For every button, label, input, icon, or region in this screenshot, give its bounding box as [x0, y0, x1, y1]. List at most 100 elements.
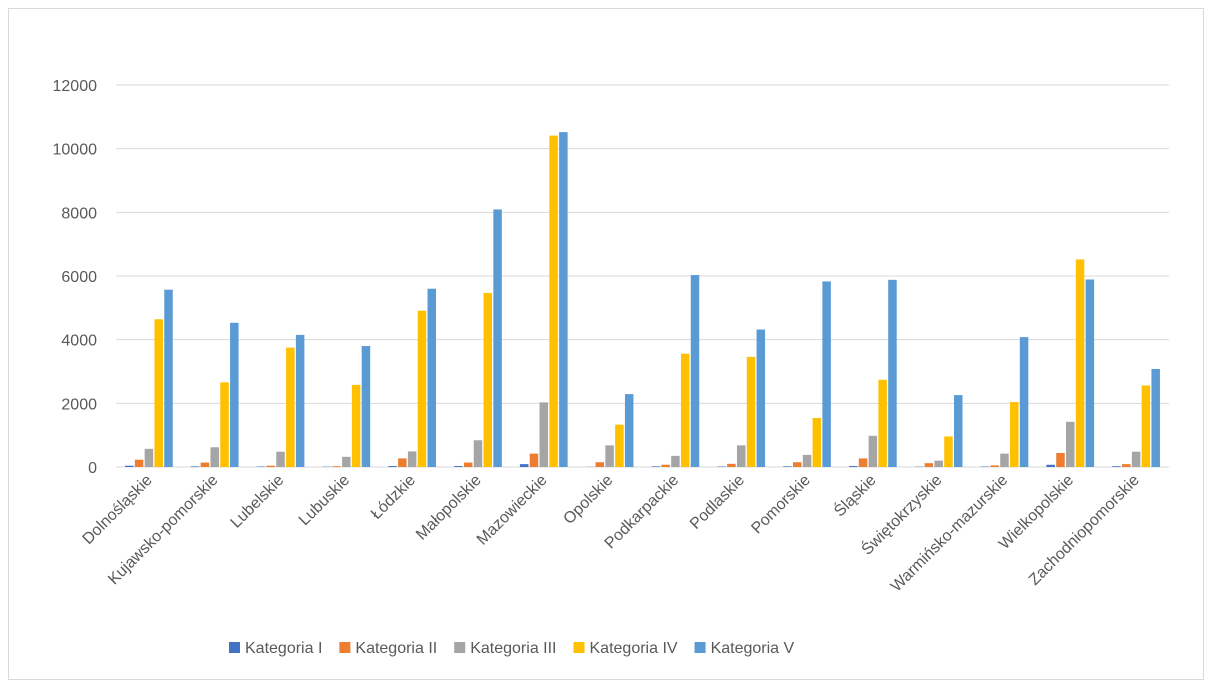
- legend-swatch: [573, 642, 585, 653]
- bar: [802, 454, 812, 467]
- bar: [888, 279, 897, 467]
- bar: [463, 462, 473, 467]
- bar: [680, 353, 690, 467]
- bar: [164, 289, 173, 467]
- bar: [1010, 402, 1019, 467]
- bar: [651, 466, 661, 467]
- y-tick-label: 10000: [53, 142, 98, 159]
- bar: [1141, 385, 1151, 467]
- x-tick-label: Opolskie: [560, 472, 616, 528]
- bar: [493, 209, 502, 467]
- x-tick-label: Śląskie: [830, 470, 880, 520]
- bar: [1019, 337, 1029, 467]
- bar: [624, 394, 634, 467]
- bar: [295, 334, 305, 467]
- x-tick-label: Pomorskie: [748, 472, 814, 538]
- x-tick-label: Małopolskie: [413, 472, 485, 544]
- x-tick-label: Mazowieckie: [474, 472, 551, 549]
- bar: [361, 346, 371, 467]
- x-tick-label: Warmińsko-mazurskie: [888, 472, 1012, 596]
- bar: [407, 451, 417, 467]
- bar: [924, 463, 934, 467]
- bar: [605, 445, 614, 467]
- bar: [266, 465, 275, 467]
- legend-swatch: [339, 642, 351, 653]
- bar: [671, 455, 680, 467]
- bar: [878, 379, 887, 467]
- x-tick-label: Łódzkie: [368, 472, 419, 523]
- legend-label: Kategoria II: [355, 640, 437, 657]
- bar: [727, 463, 736, 467]
- y-tick-label: 0: [88, 460, 97, 477]
- bar: [388, 466, 397, 467]
- bar: [398, 458, 407, 467]
- bar: [332, 466, 341, 467]
- bar: [549, 135, 558, 467]
- legend-swatch: [694, 642, 706, 653]
- x-tick-label: Lubelskie: [228, 472, 288, 532]
- bar: [230, 322, 239, 467]
- bar: [858, 458, 868, 467]
- bar: [1000, 453, 1009, 467]
- bar: [559, 132, 568, 468]
- y-axis-ticks: 0 2000 4000 6000 8000 10000 12000: [53, 78, 98, 477]
- chart-frame: 0 2000 4000 6000 8000 10000 12000 Dolnośląskie…: [8, 8, 1204, 680]
- y-tick-label: 12000: [53, 78, 98, 95]
- bar: [276, 451, 285, 467]
- bar: [746, 356, 756, 467]
- bar: [190, 466, 200, 467]
- bar: [454, 466, 463, 467]
- bar: [351, 384, 361, 467]
- bar: [792, 462, 802, 467]
- bar: [990, 465, 999, 467]
- bar: [661, 464, 670, 467]
- bar: [342, 456, 351, 467]
- bar: [200, 462, 210, 467]
- bar: [756, 329, 766, 467]
- bar: [134, 459, 144, 467]
- bar: [210, 447, 219, 467]
- bar: [1085, 279, 1095, 467]
- bar: [944, 436, 953, 467]
- bar: [483, 292, 493, 467]
- bar: [529, 453, 539, 467]
- bar: [954, 395, 963, 467]
- bar: [595, 462, 605, 467]
- y-tick-label: 2000: [61, 396, 97, 413]
- bar: [1056, 452, 1065, 467]
- x-tick-label: Zachodniopomorskie: [1026, 472, 1143, 589]
- bar: [427, 288, 437, 467]
- legend: Kategoria I Kategoria II Kategoria III Kate…: [229, 640, 795, 657]
- bar: [1122, 464, 1131, 467]
- x-tick-label: Kujawsko-pomorskie: [105, 472, 221, 588]
- bar: [934, 460, 943, 467]
- bar: [615, 424, 624, 467]
- bar: [286, 347, 295, 468]
- bar: [1075, 259, 1085, 467]
- x-tick-label: Podlaskie: [687, 472, 748, 533]
- bar: [1131, 451, 1141, 467]
- bar: [154, 319, 163, 467]
- bar: [848, 466, 858, 467]
- x-tick-label: Lubuskie: [296, 472, 353, 529]
- bars: [125, 132, 1160, 468]
- bar: [473, 440, 483, 467]
- bar: [868, 435, 878, 467]
- bar: [1046, 464, 1055, 467]
- bar: [822, 281, 831, 467]
- legend-label: Kategoria I: [245, 640, 322, 657]
- bar: [783, 466, 792, 467]
- legend-label: Kategoria IV: [590, 640, 678, 657]
- legend-label: Kategoria III: [470, 640, 556, 657]
- bar: [539, 402, 549, 467]
- legend-label: Kategoria V: [711, 640, 795, 657]
- legend-swatch: [454, 642, 466, 653]
- bar: [1151, 368, 1160, 467]
- bar: [1112, 466, 1121, 467]
- y-tick-label: 4000: [61, 333, 97, 350]
- bar-chart: 0 2000 4000 6000 8000 10000 12000 Dolnośląskie…: [53, 78, 1169, 657]
- bar: [220, 382, 229, 467]
- bar: [125, 465, 134, 467]
- bar: [144, 448, 154, 467]
